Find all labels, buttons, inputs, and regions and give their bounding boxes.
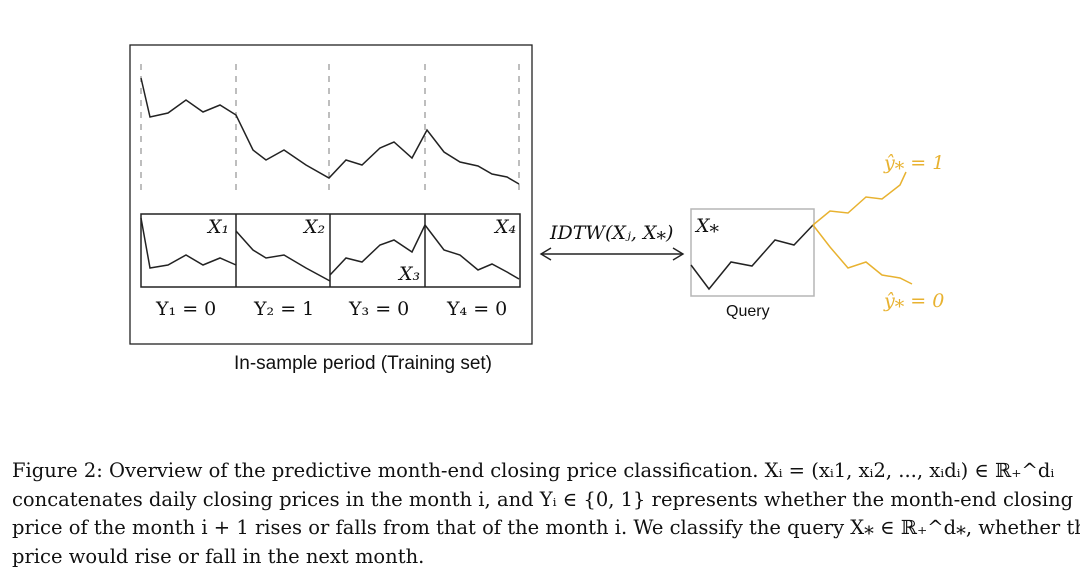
target-label-y3: Y₃ = 0	[348, 298, 409, 320]
outcome-up-label: ŷ⁎ = 1	[883, 152, 944, 174]
query-title: Query	[726, 303, 770, 320]
segment-boxes	[140, 213, 521, 288]
target-label-y2: Y₂ = 1	[253, 298, 314, 320]
month-separators	[140, 64, 520, 190]
segment-1-series	[140, 217, 237, 269]
caption-line-2: concatenates daily closing prices in the…	[12, 487, 1074, 511]
query-series-label: X⁎	[694, 215, 720, 237]
overview-diagram: X₁ X₂ X₃ X₄ Y₁ = 0 Y₂ = 1 Y₃ = 0 Y₄ = 0 …	[129, 44, 944, 374]
idtw-distance-label: IDTW(Xⱼ, X⁎)	[549, 222, 673, 244]
segment-label-x4: X₄	[493, 216, 516, 238]
segment-label-x1: X₁	[206, 216, 229, 238]
caption-line-3: price of the month i + 1 rises or falls …	[12, 516, 1080, 539]
outcome-down-label: ŷ⁎ = 0	[883, 290, 944, 312]
caption-line-4: price would rise or fall in the next mon…	[12, 544, 425, 568]
price-series-line	[140, 77, 520, 185]
bidirectional-arrow	[539, 247, 685, 261]
target-label-y4: Y₄ = 0	[446, 298, 507, 320]
segment-2-series	[235, 230, 331, 282]
target-label-y1: Y₁ = 0	[155, 298, 216, 320]
outcome-up-branch	[812, 171, 907, 226]
query-series	[690, 224, 814, 291]
segment-3-series	[329, 224, 426, 276]
query-box	[690, 208, 815, 297]
figure-caption: Figure 2: Overview of the predictive mon…	[12, 457, 1080, 571]
caption-line-1: Figure 2: Overview of the predictive mon…	[12, 459, 1055, 482]
segment-4-series	[424, 224, 520, 280]
segment-label-x3: X₃	[397, 263, 420, 285]
training-frame	[129, 44, 533, 345]
training-set-title: In-sample period (Training set)	[234, 353, 492, 374]
segment-label-x2: X₂	[302, 216, 325, 238]
outcome-down-branch	[812, 224, 913, 285]
